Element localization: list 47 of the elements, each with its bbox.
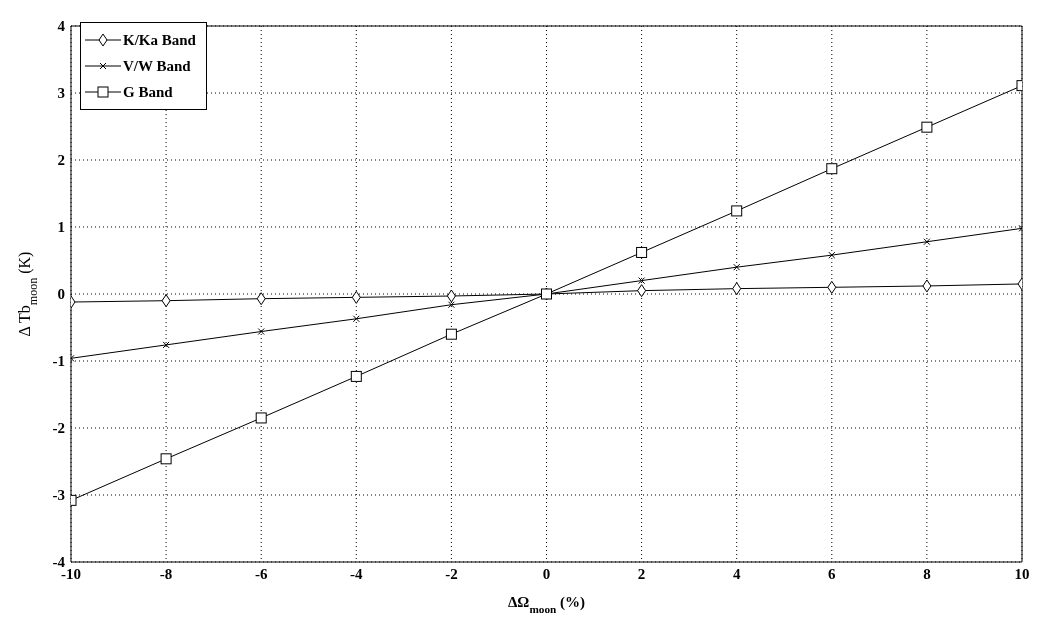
x-tick-label: 6 <box>828 565 837 582</box>
x-tick-label: -2 <box>445 565 458 582</box>
point <box>733 263 741 271</box>
y-tick-label: 4 <box>57 18 66 35</box>
x-tick-label: 0 <box>542 565 551 582</box>
point <box>256 292 266 306</box>
x-tick-label: -4 <box>350 565 364 582</box>
point <box>827 280 837 294</box>
y-tick-label: 3 <box>57 85 65 102</box>
point <box>161 294 171 308</box>
point <box>732 282 742 296</box>
y-tick-label: -2 <box>52 420 65 437</box>
y-tick-label: -1 <box>52 353 65 370</box>
point <box>922 279 932 293</box>
point <box>350 370 362 382</box>
point <box>637 284 647 298</box>
point <box>921 121 933 133</box>
x-tick-label: 4 <box>732 565 741 582</box>
point <box>445 328 457 340</box>
legend-label: V/W Band <box>123 57 191 75</box>
point <box>826 163 838 175</box>
y-tick-label: 1 <box>57 219 65 236</box>
y-tick-label: -3 <box>52 487 65 504</box>
point <box>160 453 172 465</box>
point <box>351 290 361 304</box>
x-tick-label: 2 <box>637 565 646 582</box>
x-tick-label: -8 <box>159 565 173 582</box>
point <box>638 277 646 285</box>
y-tick-label: 2 <box>57 152 65 169</box>
point <box>446 289 456 303</box>
legend-label: K/Ka Band <box>123 31 196 49</box>
point <box>162 341 170 349</box>
x-axis-title: ΔΩ$_{moon}$ (%) <box>507 594 586 615</box>
x-tick-label: 10 <box>1014 565 1030 582</box>
point <box>352 315 360 323</box>
point <box>636 246 648 258</box>
y-tick-label: -4 <box>52 554 66 571</box>
point <box>828 251 836 259</box>
point <box>447 301 455 309</box>
point <box>923 238 931 246</box>
point <box>257 328 265 336</box>
y-tick-label: 0 <box>57 286 65 303</box>
x-tick-label: -6 <box>254 565 268 582</box>
point <box>255 412 267 424</box>
legend-label: G Band <box>123 83 173 101</box>
x-tick-label: 8 <box>923 565 931 582</box>
point <box>731 205 743 217</box>
